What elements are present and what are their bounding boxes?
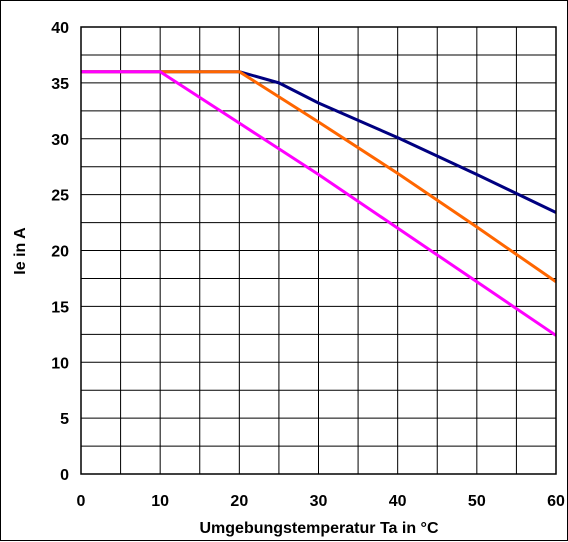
plot-border xyxy=(80,26,557,475)
grid-lines xyxy=(81,27,556,474)
y-tick-label: 0 xyxy=(60,467,69,484)
x-tick-label: 50 xyxy=(468,493,486,510)
series-line-3 xyxy=(81,70,557,337)
y-tick-label: 15 xyxy=(51,299,69,316)
series-lines xyxy=(81,70,557,337)
y-tick-label: 5 xyxy=(60,411,69,428)
x-tick-label: 60 xyxy=(547,493,565,510)
x-tick-labels: 0 10 20 30 40 50 60 xyxy=(77,493,565,510)
y-tick-label: 35 xyxy=(51,76,69,93)
x-tick-label: 40 xyxy=(389,493,407,510)
x-tick-label: 20 xyxy=(230,493,248,510)
x-tick-label: 0 xyxy=(77,493,86,510)
y-tick-label: 40 xyxy=(51,20,69,37)
y-tick-labels: 0 5 10 15 20 25 30 35 40 xyxy=(51,20,69,484)
y-tick-label: 10 xyxy=(51,355,69,372)
x-tick-label: 30 xyxy=(310,493,328,510)
x-tick-label: 10 xyxy=(151,493,169,510)
x-axis-label: Umgebungstemperatur Ta in °C xyxy=(199,520,438,537)
y-tick-label: 30 xyxy=(51,132,69,149)
y-tick-label: 25 xyxy=(51,188,69,205)
y-axis-label: Ie in A xyxy=(12,227,29,275)
series-line-2 xyxy=(81,70,557,284)
y-tick-label: 20 xyxy=(51,244,69,261)
